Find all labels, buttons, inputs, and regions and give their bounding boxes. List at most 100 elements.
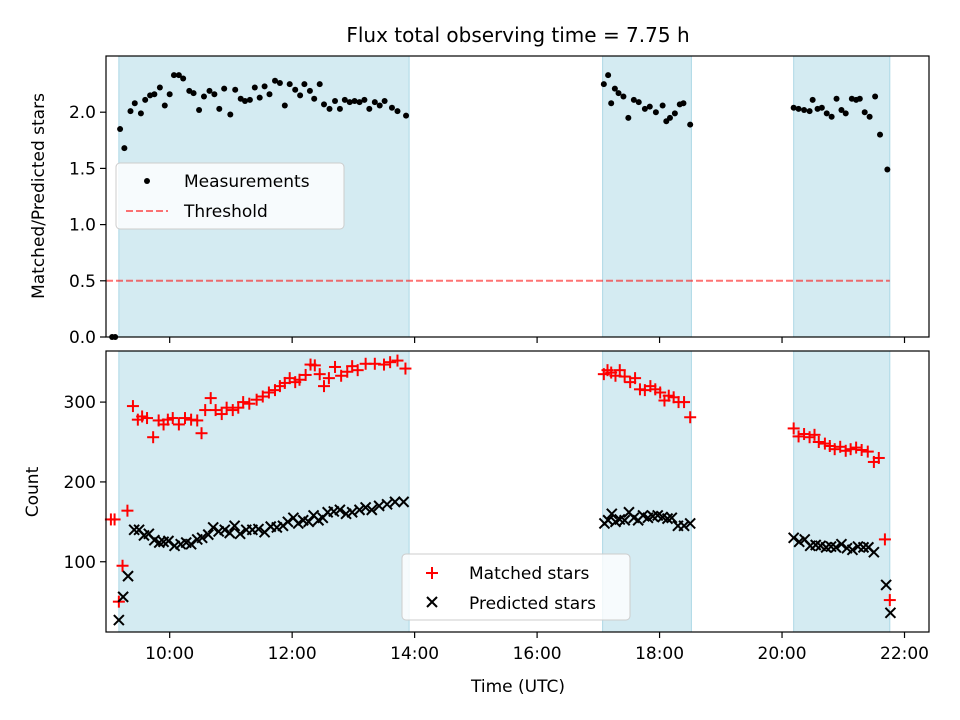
matched-star-point	[243, 397, 256, 410]
x-tick-label: 22:00	[880, 644, 929, 664]
matched-star-point	[872, 451, 885, 464]
measurement-point	[833, 95, 840, 102]
matched-star-point	[141, 412, 154, 425]
measurement-point	[680, 100, 687, 107]
measurement-point	[196, 106, 203, 113]
predicted-star-point	[666, 512, 678, 524]
predicted-star-point	[868, 546, 880, 558]
measurement-point	[394, 108, 401, 115]
measurement-point	[137, 110, 144, 117]
y-tick-label: 0.5	[69, 272, 96, 292]
matched-star-point	[166, 412, 179, 425]
measurement-point	[371, 99, 378, 106]
measurement-point	[872, 93, 879, 100]
x-axis-ticks	[169, 337, 906, 343]
x-tick-label: 10:00	[145, 644, 194, 664]
measurement-point	[117, 126, 124, 133]
measurement-point	[361, 96, 368, 103]
measurement-point	[332, 97, 339, 104]
legend-marker-predicted	[426, 596, 438, 608]
predicted-star-point	[678, 520, 690, 532]
measurement-point	[641, 105, 648, 112]
predicted-star-point	[857, 541, 870, 554]
legend: Measurements Threshold	[115, 162, 345, 230]
measurement-point	[625, 114, 632, 121]
matched-star-point	[178, 412, 191, 425]
matched-star-point	[322, 372, 335, 385]
matched-star-point	[121, 504, 134, 517]
predicted-star-point	[366, 504, 378, 516]
matched-star-point	[191, 414, 204, 427]
matched-star-point	[256, 390, 269, 403]
measurement-point	[251, 84, 258, 91]
measurement-point	[206, 87, 213, 94]
y-tick-label: 2.0	[69, 103, 96, 123]
measurement-point	[232, 86, 239, 93]
matched-star-point	[391, 354, 404, 367]
y-tick-label: 300	[64, 393, 96, 413]
predicted-star-point	[334, 504, 346, 516]
chart-title: Flux total observing time = 7.75 h	[346, 23, 689, 47]
measurement-point	[301, 81, 308, 88]
matched-star-point	[828, 443, 841, 456]
measurement-point	[687, 121, 694, 128]
matched-star-point	[204, 392, 217, 405]
matched-star-point	[108, 513, 121, 526]
predicted-star-point	[830, 541, 842, 554]
measurement-point	[351, 97, 358, 104]
measurement-point	[170, 72, 177, 79]
measurement-point	[316, 81, 323, 88]
matched-star-point	[855, 443, 868, 456]
legend-marker-measurements	[144, 178, 150, 184]
y-axis-label: Matched/Predicted stars	[29, 93, 49, 299]
measurement-point	[646, 103, 653, 110]
measurement-point	[261, 83, 268, 90]
predicted-star-point	[219, 524, 231, 536]
measurement-point	[620, 93, 627, 100]
plot-frame	[105, 55, 930, 338]
x-tick-label: 20:00	[758, 644, 807, 664]
matched-star-point	[384, 356, 397, 369]
measurement-point	[388, 104, 395, 111]
measurement-point	[856, 95, 863, 102]
measurement-point	[216, 105, 223, 112]
predicted-star-point	[252, 523, 265, 535]
measurement-point	[630, 96, 637, 103]
y-tick-label: 200	[64, 473, 96, 493]
x-axis-label: Time (UTC)	[470, 677, 565, 697]
measurement-point	[861, 109, 868, 116]
predicted-star-point	[223, 527, 236, 539]
measurement-point	[611, 85, 618, 92]
measurement-point	[381, 97, 388, 104]
legend-box	[401, 553, 631, 621]
predicted-star-point	[207, 521, 219, 534]
flux-ratio-panel: 0.00.51.01.52.0 Matched/Predicted stars …	[29, 55, 930, 348]
measurement-point	[346, 99, 353, 106]
measurement-point	[306, 87, 313, 94]
legend-label-measurements: Measurements	[184, 172, 310, 192]
y-axis-ticks: 100 200 300	[64, 393, 106, 573]
legend-label-matched: Matched stars	[469, 564, 589, 584]
measurement-point	[161, 102, 168, 109]
predicted-star-point	[661, 512, 674, 525]
matched-star-point	[678, 396, 691, 409]
x-tick-label: 16:00	[513, 644, 562, 664]
measurement-point	[211, 91, 218, 98]
matched-star-point	[226, 404, 239, 417]
measurement-point	[615, 90, 622, 97]
matched-star-point	[812, 436, 825, 449]
matched-star-point	[378, 358, 391, 371]
x-tick-label: 12:00	[268, 644, 317, 664]
measurement-point	[842, 110, 849, 117]
measurement-point	[272, 77, 279, 84]
y-tick-label: 1.0	[69, 216, 96, 236]
matched-star-point	[618, 370, 631, 383]
matched-star-point	[116, 559, 129, 572]
measurement-point	[242, 97, 249, 104]
predicted-star-point	[835, 538, 848, 550]
predicted-star-point	[884, 607, 897, 619]
matched-star-point	[308, 359, 321, 372]
predicted-star-point	[880, 579, 892, 591]
measurement-point	[366, 105, 373, 112]
measurement-point	[127, 108, 134, 115]
